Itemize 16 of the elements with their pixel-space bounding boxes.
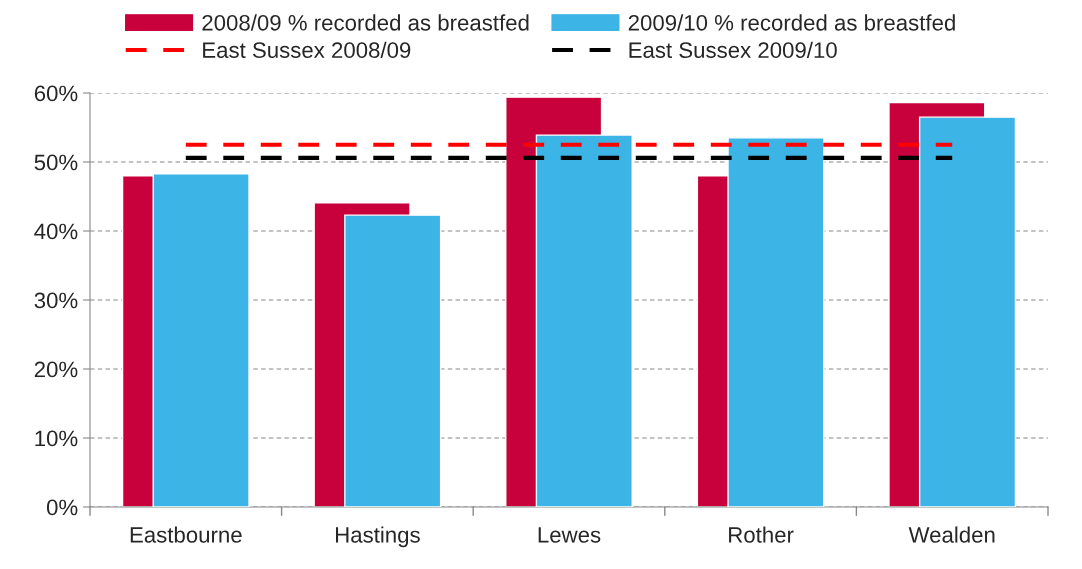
x-tick-label: Eastbourne	[130, 526, 242, 543]
y-tick-label: 0%	[46, 499, 78, 516]
x-tick-label: Rother	[729, 526, 794, 543]
y-tick-label: 40%	[34, 223, 78, 240]
y-tick-label: 30%	[34, 292, 78, 309]
y-tick-label: 50%	[34, 154, 78, 171]
legend-label: 2009/10 % recorded as breastfed	[628, 14, 955, 31]
legend-label: East Sussex 2008/09	[203, 41, 411, 59]
y-tick-label: 60%	[34, 85, 78, 102]
x-tick-label: Hastings	[336, 526, 420, 548]
y-tick-label: 20%	[34, 361, 78, 378]
x-tick-label: Wealden	[908, 526, 995, 543]
legend-label: East Sussex 2009/10	[629, 41, 837, 59]
y-tick-label: 10%	[35, 430, 78, 447]
legend-label: 2008/09 % recorded as breastfed	[202, 14, 529, 31]
x-tick-label: Lewes	[538, 527, 601, 543]
